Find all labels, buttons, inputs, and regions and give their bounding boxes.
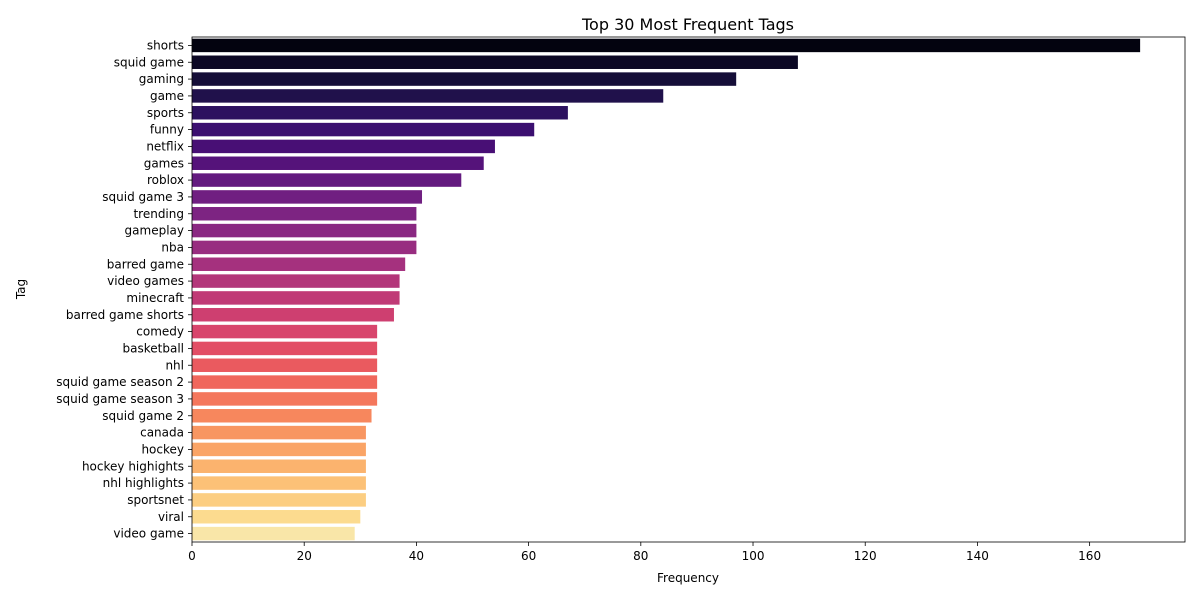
bar-gaming [192,72,737,86]
y-tick-label: hockey highights [82,459,184,473]
y-tick-label: game [150,89,184,103]
bar-barred-game-shorts [192,308,394,322]
bar-hockey-highights [192,459,366,473]
x-axis-label: Frequency [657,571,719,585]
bar-squid-game [192,55,798,69]
bar-sports [192,106,568,120]
x-tick-label: 40 [409,549,424,563]
x-tick-label: 160 [1078,549,1101,563]
bar-nba [192,240,417,255]
y-tick-label: netflix [146,139,184,153]
bar-sportsnet [192,493,366,507]
y-tick-label: squid game season 2 [56,375,184,389]
bar-squid-game-season-3 [192,392,378,406]
y-tick-label: video game [113,527,184,541]
y-tick-label: funny [150,123,184,137]
y-tick-label: minecraft [126,291,184,305]
bar-canada [192,425,366,440]
y-tick-label: canada [140,426,184,440]
bar-gameplay [192,223,417,238]
bar-basketball [192,341,378,356]
bar-trending [192,207,417,221]
y-tick-label: gaming [139,72,184,86]
x-tick-label: 120 [854,549,877,563]
bar-nhl-highlights [192,476,366,490]
bar-shorts [192,38,1141,53]
bar-squid-game-3 [192,190,423,204]
y-tick-label: sportsnet [127,493,184,507]
bar-comedy [192,324,378,339]
y-tick-label: squid game 3 [102,190,184,204]
y-tick-label: nhl highlights [103,476,184,490]
y-tick-label: squid game 2 [102,409,184,423]
y-tick-label: gameplay [125,224,184,238]
bar-roblox [192,173,462,187]
bar-video-game [192,526,355,541]
y-tick-label: nba [161,240,184,254]
bar-squid-game-2 [192,409,372,423]
bar-squid-game-season-2 [192,375,378,389]
chart-title: Top 30 Most Frequent Tags [581,15,794,34]
bar-nhl [192,358,378,372]
y-tick-label: shorts [147,38,184,52]
x-tick-label: 80 [633,549,648,563]
bar-minecraft [192,291,400,305]
y-tick-label: barred game [107,257,184,271]
y-tick-label: hockey [141,442,184,456]
x-tick-label: 100 [742,549,765,563]
x-tick-label: 60 [521,549,536,563]
x-tick-label: 140 [966,549,989,563]
y-tick-label: comedy [136,325,184,339]
y-tick-label: roblox [147,173,184,187]
x-tick-label: 0 [188,549,196,563]
bar-hockey [192,442,366,457]
bar-barred-game [192,257,406,271]
y-tick-label: barred game shorts [66,308,184,322]
plot-frame [191,36,1186,543]
y-tick-label: games [144,156,184,170]
y-tick-label: viral [158,510,184,524]
bars-group [192,38,1141,541]
bar-viral [192,510,361,524]
bar-funny [192,122,535,137]
y-axis-label: Tag [14,279,28,300]
x-tick-label: 20 [297,549,312,563]
y-tick-label: sports [147,106,184,120]
bar-video-games [192,274,400,288]
bar-games [192,156,484,170]
y-tick-label: video games [107,274,184,288]
y-tick-label: squid game [114,55,184,69]
y-tick-label: basketball [123,341,184,355]
bar-netflix [192,139,495,154]
y-tick-label: nhl [165,358,184,372]
y-axis-ticks: shorts squid game gaming game sports funny net… [56,38,192,541]
y-tick-label: trending [133,207,184,221]
bar-game [192,89,664,103]
x-axis-ticks: 0 20 40 60 80 100 120 140 160 [188,542,1101,563]
y-tick-label: squid game season 3 [56,392,184,406]
